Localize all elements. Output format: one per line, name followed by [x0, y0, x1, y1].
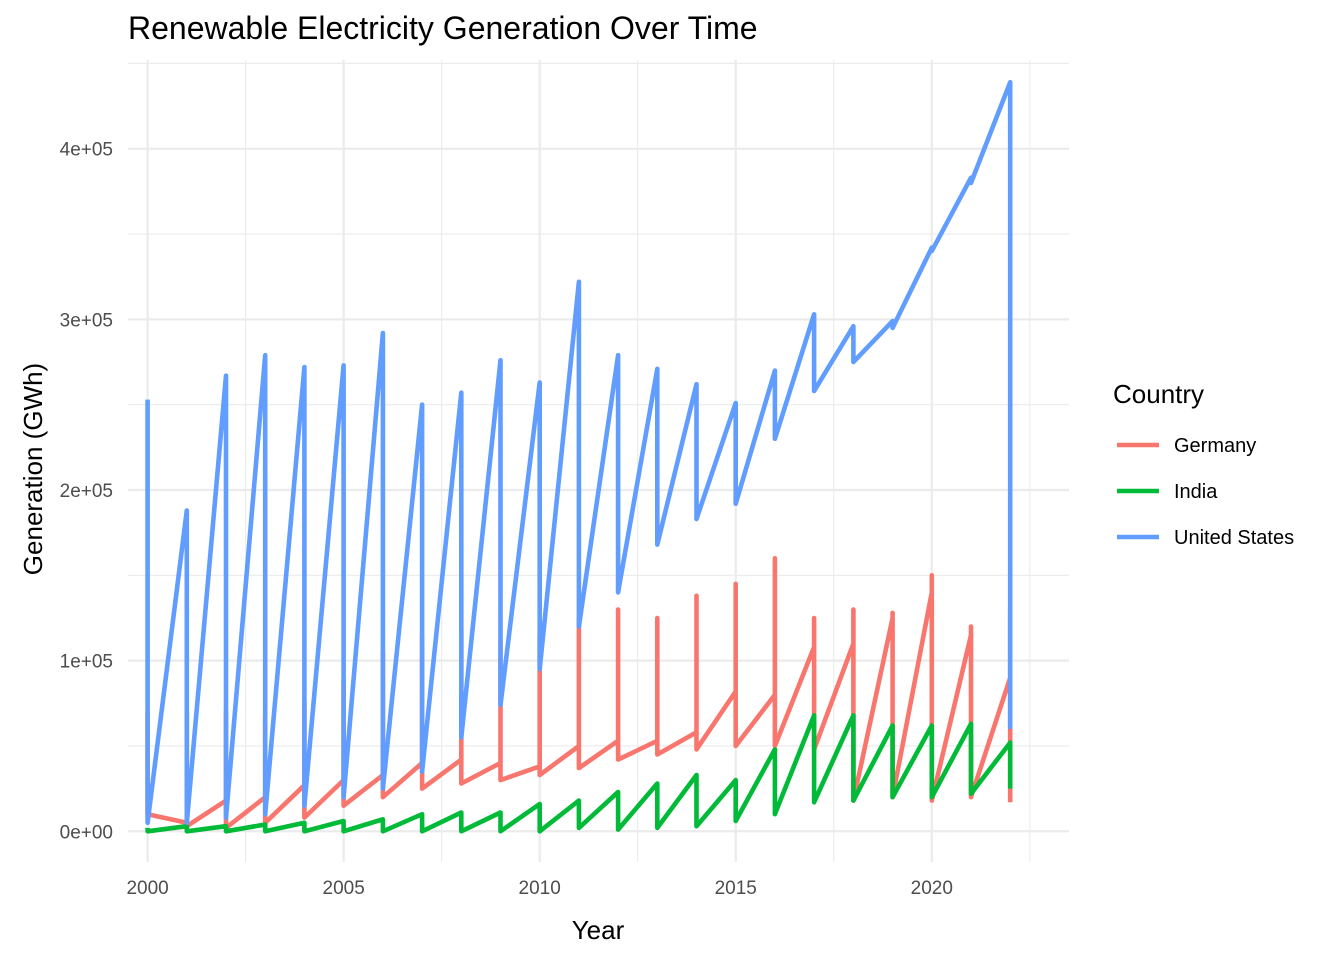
chart-title: Renewable Electricity Generation Over Ti…	[128, 10, 758, 46]
x-axis-tick-labels: 2000 2005 2010 2015 2020	[126, 878, 952, 899]
series-line-united-states	[145, 79, 1013, 826]
y-tick-label: 2e+05	[60, 481, 113, 502]
x-tick-label: 2015	[715, 878, 757, 899]
x-tick-label: 2010	[519, 878, 561, 899]
x-tick-label: 2020	[911, 878, 953, 899]
x-axis-title: Year	[572, 915, 625, 945]
series-layer	[145, 79, 1013, 834]
legend-label-united-states: United States	[1174, 527, 1294, 549]
legend-title: Country	[1113, 379, 1204, 409]
legend-label-india: India	[1174, 481, 1218, 503]
series-line-india	[145, 712, 1013, 834]
grid-layer	[128, 60, 1069, 862]
y-tick-label: 4e+05	[60, 140, 113, 161]
y-axis-tick-labels: 0e+00 1e+05 2e+05 3e+05 4e+05	[60, 140, 113, 844]
y-tick-label: 1e+05	[60, 652, 113, 673]
legend: Country Germany India United States	[1113, 379, 1294, 549]
y-tick-label: 0e+00	[60, 822, 113, 843]
x-tick-label: 2005	[323, 878, 365, 899]
legend-items: Germany India United States	[1117, 435, 1294, 549]
legend-label-germany: Germany	[1174, 435, 1256, 457]
y-tick-label: 3e+05	[60, 310, 113, 331]
x-tick-label: 2000	[126, 878, 168, 899]
y-axis-title: Generation (GWh)	[18, 363, 48, 575]
